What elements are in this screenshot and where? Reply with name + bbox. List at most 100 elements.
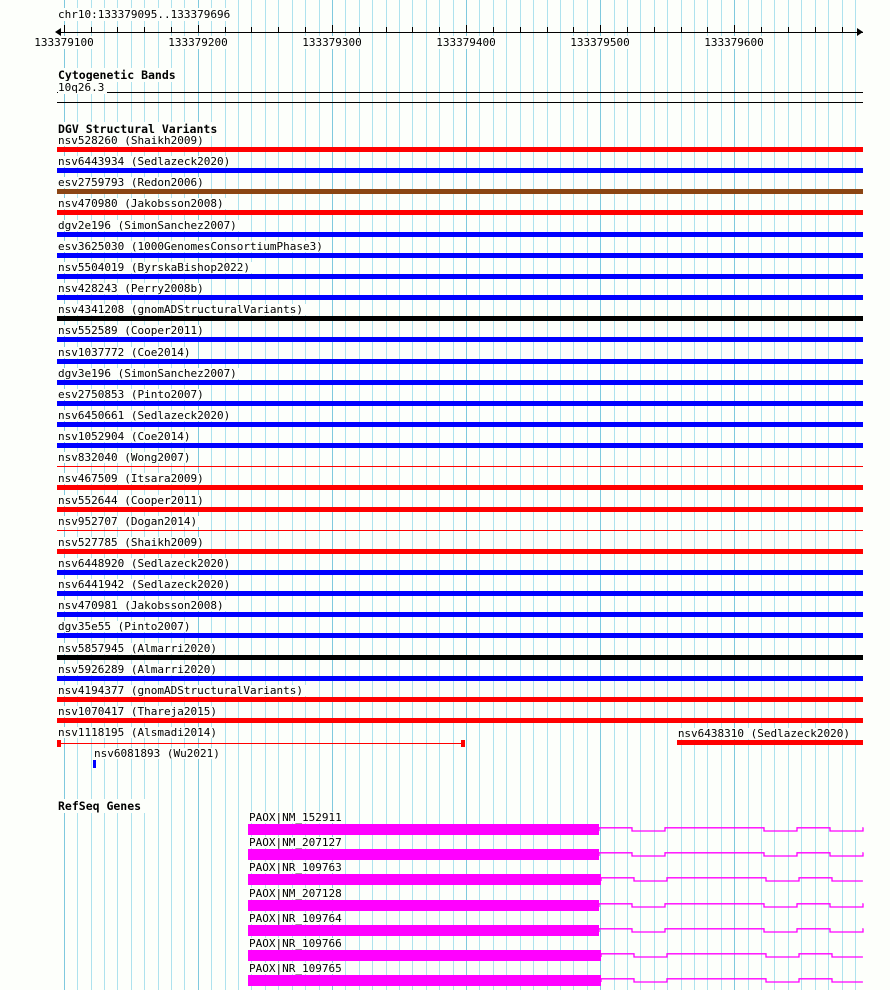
gene-exon-block[interactable]	[248, 950, 602, 961]
variant-track-bar[interactable]	[57, 485, 863, 491]
locus-label: chr10:133379095..133379696	[58, 8, 233, 21]
variant-track-bar[interactable]	[93, 760, 97, 769]
variant-track-label: esv2750853 (Pinto2007)	[58, 388, 207, 400]
variant-track-label: nsv552589 (Cooper2011)	[58, 325, 207, 337]
variant-track-label: nsv6443934 (Sedlazeck2020)	[58, 156, 234, 168]
ruler-tick	[144, 27, 145, 33]
dgv-structural-variants-title: DGV Structural Variants	[58, 122, 222, 136]
variant-track-bar[interactable]	[57, 548, 863, 554]
variant-track-label: nsv1070417 (Thareja2015)	[58, 706, 220, 718]
ruler-tick	[91, 27, 92, 33]
variant-track-bar[interactable]	[57, 743, 465, 745]
variant-track-bar[interactable]	[57, 675, 863, 681]
ruler-tick-major	[198, 25, 199, 33]
ruler-tick	[654, 27, 655, 33]
variant-track-bar[interactable]	[57, 231, 863, 237]
ruler-tick-major	[332, 25, 333, 33]
variant-track-bar[interactable]	[57, 696, 863, 702]
gene-intron-line	[597, 827, 864, 832]
variant-track-bar[interactable]	[57, 337, 863, 343]
variant-track-bar[interactable]	[57, 633, 863, 639]
cytogenetic-bands-title: Cytogenetic Bands	[58, 68, 180, 82]
gene-intron-line	[600, 953, 863, 958]
gene-track-label: PAOX|NR_109763	[249, 862, 345, 874]
variant-track-bar[interactable]	[57, 443, 863, 449]
gene-exon-block[interactable]	[248, 874, 602, 886]
variant-track-label: nsv952707 (Dogan2014)	[58, 515, 201, 527]
ruler-axis-line	[57, 32, 863, 33]
variant-track-bar[interactable]	[57, 612, 863, 618]
cytoband-label: 10q26.3	[58, 81, 108, 94]
ruler-tick	[493, 27, 494, 33]
cytoband-box[interactable]	[57, 92, 863, 103]
refseq-genes-title: RefSeq Genes	[58, 799, 146, 813]
variant-track-label: nsv5857945 (Almarri2020)	[58, 642, 220, 654]
variant-track-bar[interactable]	[57, 654, 863, 660]
variant-track-bar[interactable]	[57, 252, 863, 258]
gene-exon-block[interactable]	[248, 924, 599, 936]
gene-exon-block[interactable]	[248, 899, 599, 911]
gene-track-label: PAOX|NM_152911	[249, 812, 345, 823]
variant-track-bar[interactable]	[57, 168, 863, 174]
gene-intron-line	[597, 902, 864, 908]
gene-intron-line	[600, 877, 863, 883]
ruler-tick	[707, 27, 708, 33]
variant-track-label: nsv6450661 (Sedlazeck2020)	[58, 409, 234, 421]
variant-endpoint-marker[interactable]	[57, 740, 61, 748]
gene-intron-line	[600, 978, 863, 983]
coordinate-ruler[interactable]: chr10:133379095..133379696 133379100 1333…	[0, 8, 890, 56]
variant-track-bar[interactable]	[57, 316, 863, 322]
ruler-tick	[573, 27, 574, 33]
variant-track-label: nsv5926289 (Almarri2020)	[58, 663, 220, 675]
variant-track-label: nsv1118195 (Alsmadi2014)	[58, 727, 220, 739]
gene-exon-block[interactable]	[248, 824, 599, 835]
variant-track-label: nsv4194377 (gnomADStructuralVariants)	[58, 684, 307, 696]
variant-track-label: nsv6448920 (Sedlazeck2020)	[58, 558, 234, 569]
variant-track-label: nsv470980 (Jakobsson2008)	[58, 198, 227, 210]
variant-track-bar[interactable]	[57, 506, 863, 512]
variant-track-label: dgv3e196 (SimonSanchez2007)	[58, 367, 240, 379]
ruler-tick-label: 133379400	[435, 36, 497, 49]
variant-track-bar[interactable]	[57, 379, 863, 385]
ruler-tick	[842, 27, 843, 33]
gene-exon-block[interactable]	[248, 975, 602, 987]
variant-endpoint-marker[interactable]	[461, 740, 466, 748]
variant-track-label: nsv1037772 (Coe2014)	[58, 346, 194, 358]
variant-track-bar[interactable]	[57, 718, 863, 724]
variant-track-bar[interactable]	[57, 210, 863, 216]
variant-track-bar[interactable]	[57, 529, 863, 531]
variant-track-bar[interactable]	[57, 295, 863, 301]
variant-track-label: nsv528260 (Shaikh2009)	[58, 135, 207, 146]
variant-track-bar[interactable]	[57, 400, 863, 406]
ruler-tick	[788, 27, 789, 33]
variant-track-label: nsv5504019 (ByrskaBishop2022)	[58, 261, 254, 273]
variant-track-bar[interactable]	[57, 358, 863, 364]
variant-track-bar[interactable]	[57, 570, 863, 575]
variant-track-bar[interactable]	[57, 147, 863, 152]
ruler-tick-label: 133379600	[703, 36, 765, 49]
variant-track-label: nsv467509 (Itsara2009)	[58, 473, 207, 485]
variant-track-bar[interactable]	[57, 466, 863, 468]
ruler-tick-label: 133379200	[167, 36, 229, 49]
gene-intron-line	[597, 927, 864, 933]
variant-track-bar[interactable]	[57, 273, 863, 279]
ruler-tick	[520, 27, 521, 33]
ruler-tick	[278, 27, 279, 33]
ruler-tick-major	[600, 25, 601, 33]
variant-track-bar[interactable]	[57, 421, 863, 427]
variant-track-label: nsv470981 (Jakobsson2008)	[58, 600, 227, 612]
ruler-tick	[386, 27, 387, 33]
ruler-tick	[117, 27, 118, 33]
variant-track-label: dgv2e196 (SimonSanchez2007)	[58, 219, 240, 231]
gene-track-label: PAOX|NR_109764	[249, 912, 345, 924]
variant-track-label: dgv35e55 (Pinto2007)	[58, 621, 194, 633]
ruler-tick-label: 133379500	[569, 36, 631, 49]
gene-exon-block[interactable]	[248, 849, 599, 861]
ruler-tick	[225, 27, 226, 33]
variant-track-bar[interactable]	[676, 740, 863, 746]
ruler-tick-label: 133379300	[301, 36, 363, 49]
variant-track-label: nsv6081893 (Wu2021)	[94, 748, 223, 760]
variant-track-bar[interactable]	[57, 591, 863, 597]
variant-track-bar[interactable]	[57, 189, 863, 195]
